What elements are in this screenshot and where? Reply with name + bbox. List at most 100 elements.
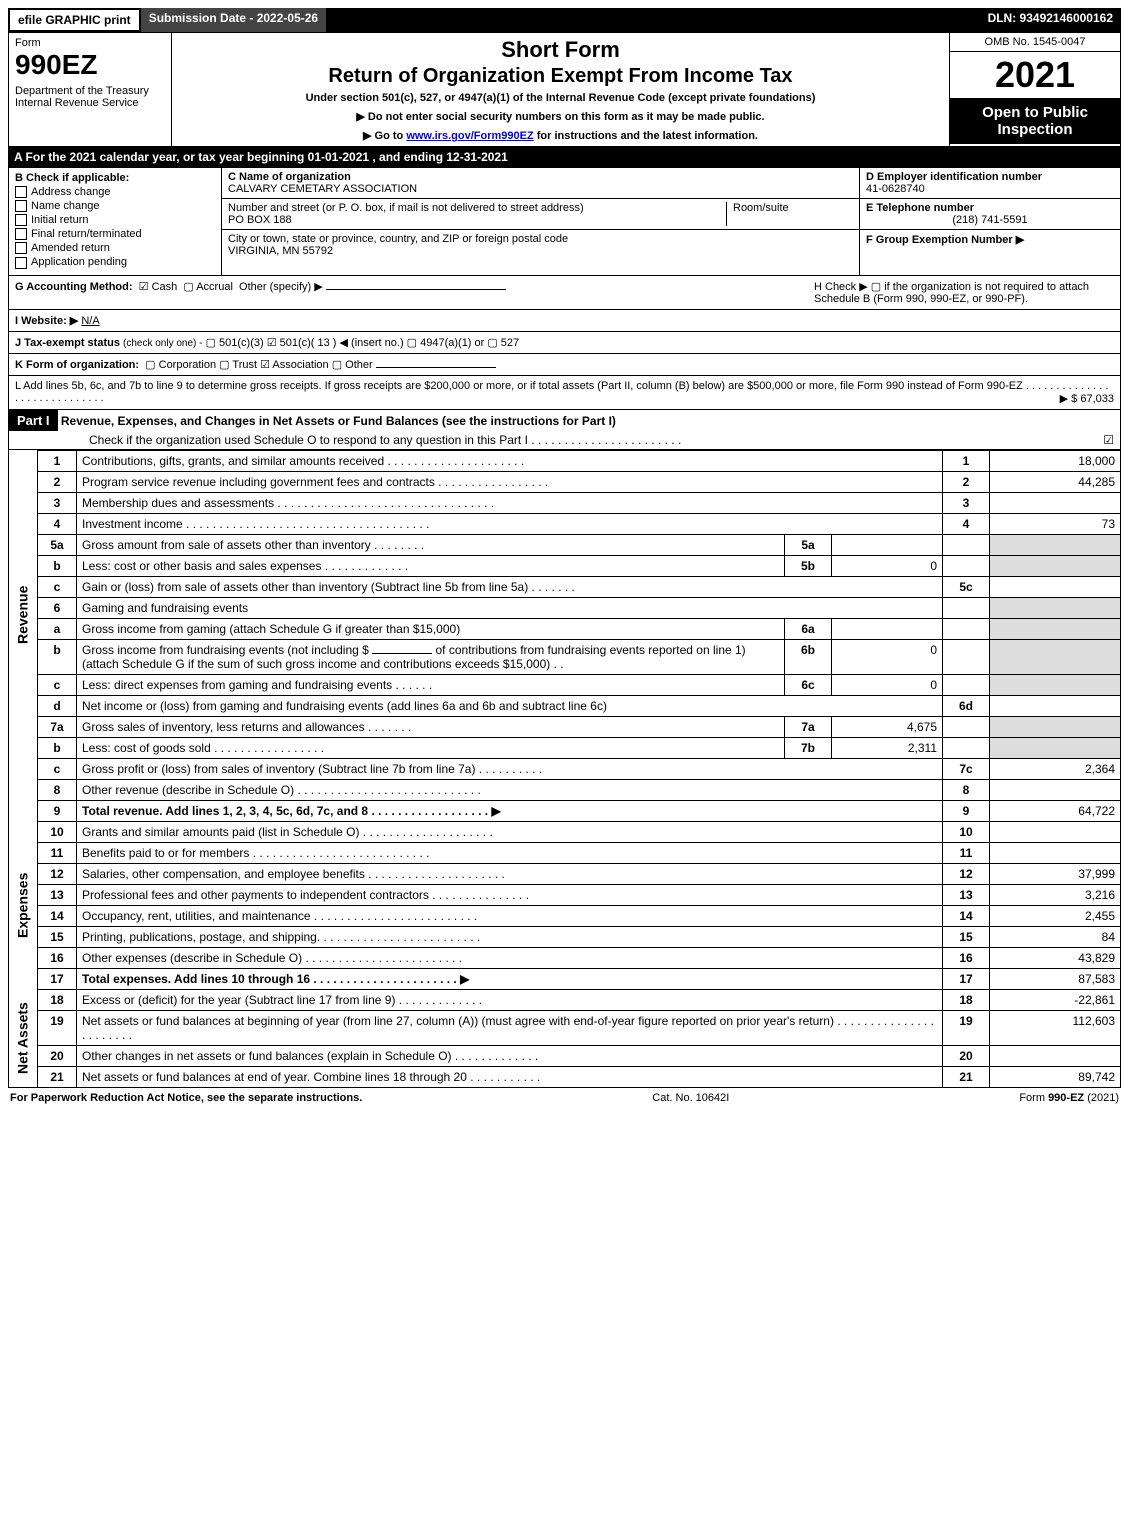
accounting-accrual: Accrual [196, 281, 233, 293]
chk-label: Initial return [31, 214, 88, 226]
row-num: 15 [38, 926, 77, 947]
row-box: 11 [943, 842, 990, 863]
row-num: 2 [38, 471, 77, 492]
row-num: 16 [38, 947, 77, 968]
table-row: 19 Net assets or fund balances at beginn… [9, 1010, 1121, 1045]
row-desc: Salaries, other compensation, and employ… [77, 863, 943, 884]
row-desc: Total revenue. Add lines 1, 2, 3, 4, 5c,… [77, 800, 943, 821]
street-value: PO BOX 188 [228, 214, 292, 226]
row-value [990, 779, 1121, 800]
shaded-cell [943, 674, 990, 695]
row-desc: Gross sales of inventory, less returns a… [77, 716, 785, 737]
shaded-cell [990, 534, 1121, 555]
ein-label: D Employer identification number [866, 171, 1042, 183]
chk-initial-return[interactable]: Initial return [15, 214, 215, 226]
form-header: Form 990EZ Department of the Treasury In… [8, 32, 1121, 147]
row-inner-box: 6b [785, 639, 832, 674]
row-inner-value: 0 [832, 674, 943, 695]
org-name-label: C Name of organization [228, 171, 351, 183]
row-value: 37,999 [990, 863, 1121, 884]
city-value: VIRGINIA, MN 55792 [228, 245, 333, 257]
row-box: 3 [943, 492, 990, 513]
row-desc: Total expenses. Add lines 10 through 16 … [77, 968, 943, 989]
chk-application-pending[interactable]: Application pending [15, 256, 215, 268]
row-desc: Gross amount from sale of assets other t… [77, 534, 785, 555]
row-num: 3 [38, 492, 77, 513]
title-return: Return of Organization Exempt From Incom… [182, 65, 939, 88]
part-1-table-wrapper: Revenue 1 Contributions, gifts, grants, … [8, 450, 1121, 1088]
form-organization-options: ▢ Corporation ▢ Trust ☑ Association ▢ Ot… [145, 359, 373, 371]
line-l: L Add lines 5b, 6c, and 7b to line 9 to … [8, 376, 1121, 410]
table-row: 21 Net assets or fund balances at end of… [9, 1066, 1121, 1087]
row-desc: Gain or (loss) from sale of assets other… [77, 576, 943, 597]
row-num: 17 [38, 968, 77, 989]
table-row: 5a Gross amount from sale of assets othe… [9, 534, 1121, 555]
line-k: K Form of organization: ▢ Corporation ▢ … [8, 354, 1121, 376]
line-h: H Check ▶ ▢ if the organization is not r… [804, 280, 1114, 305]
shaded-cell [990, 555, 1121, 576]
accounting-cash: Cash [152, 281, 178, 293]
row-inner-value: 4,675 [832, 716, 943, 737]
row-inner-box: 5a [785, 534, 832, 555]
row-value: 87,583 [990, 968, 1121, 989]
row-box: 16 [943, 947, 990, 968]
shaded-cell [943, 737, 990, 758]
chk-address-change[interactable]: Address change [15, 186, 215, 198]
row-value: 44,285 [990, 471, 1121, 492]
header-right: OMB No. 1545-0047 2021 Open to Public In… [949, 33, 1120, 146]
row-num: 18 [38, 989, 77, 1010]
row-box: 13 [943, 884, 990, 905]
row-value [990, 492, 1121, 513]
row-value [990, 695, 1121, 716]
group-exemption-label: F Group Exemption Number ▶ [866, 234, 1024, 246]
line-l-text: L Add lines 5b, 6c, and 7b to line 9 to … [15, 380, 1108, 404]
shaded-cell [990, 716, 1121, 737]
row-value: 73 [990, 513, 1121, 534]
row-value: 2,455 [990, 905, 1121, 926]
chk-amended-return[interactable]: Amended return [15, 242, 215, 254]
part-1-tab: Part I [9, 410, 58, 431]
row-value: 3,216 [990, 884, 1121, 905]
row-desc: Excess or (deficit) for the year (Subtra… [77, 989, 943, 1010]
row-num: 7a [38, 716, 77, 737]
phone-value: (218) 741-5591 [866, 214, 1114, 226]
row-num: c [38, 576, 77, 597]
part-1-table: Revenue 1 Contributions, gifts, grants, … [8, 450, 1121, 1088]
table-row: b Less: cost of goods sold . . . . . . .… [9, 737, 1121, 758]
row-num: 6 [38, 597, 77, 618]
section-b-title: B Check if applicable: [15, 172, 215, 184]
accounting-other: Other (specify) ▶ [239, 281, 323, 293]
ein-value: 41-0628740 [866, 183, 925, 195]
row-desc: Net income or (loss) from gaming and fun… [77, 695, 943, 716]
chk-final-return[interactable]: Final return/terminated [15, 228, 215, 240]
row-value [990, 1045, 1121, 1066]
row-value: 43,829 [990, 947, 1121, 968]
tax-year: 2021 [950, 52, 1120, 98]
row-num: 4 [38, 513, 77, 534]
row-box: 19 [943, 1010, 990, 1045]
row-desc: Contributions, gifts, grants, and simila… [77, 450, 943, 471]
row-value: 89,742 [990, 1066, 1121, 1087]
tax-exempt-label: J Tax-exempt status [15, 337, 120, 349]
section-b: B Check if applicable: Address change Na… [9, 168, 222, 275]
section-c: C Name of organization CALVARY CEMETARY … [222, 168, 859, 275]
open-public-inspection: Open to Public Inspection [950, 98, 1120, 144]
part-1-check-mark: ☑ [1103, 433, 1114, 447]
table-row: b Less: cost or other basis and sales ex… [9, 555, 1121, 576]
row-inner-box: 7b [785, 737, 832, 758]
row-box: 5c [943, 576, 990, 597]
row-num: 8 [38, 779, 77, 800]
table-row: 11 Benefits paid to or for members . . .… [9, 842, 1121, 863]
row-desc: Less: direct expenses from gaming and fu… [77, 674, 785, 695]
row-inner-box: 6c [785, 674, 832, 695]
row-desc: Grants and similar amounts paid (list in… [77, 821, 943, 842]
irs-link[interactable]: www.irs.gov/Form990EZ [406, 130, 533, 142]
chk-name-change[interactable]: Name change [15, 200, 215, 212]
row-inner-box: 7a [785, 716, 832, 737]
table-row: 16 Other expenses (describe in Schedule … [9, 947, 1121, 968]
shaded-cell [943, 618, 990, 639]
efile-print-label[interactable]: efile GRAPHIC print [8, 8, 141, 32]
row-num: b [38, 555, 77, 576]
line-l-amount: ▶ $ 67,033 [1060, 392, 1114, 405]
page-footer: For Paperwork Reduction Act Notice, see … [8, 1088, 1121, 1108]
